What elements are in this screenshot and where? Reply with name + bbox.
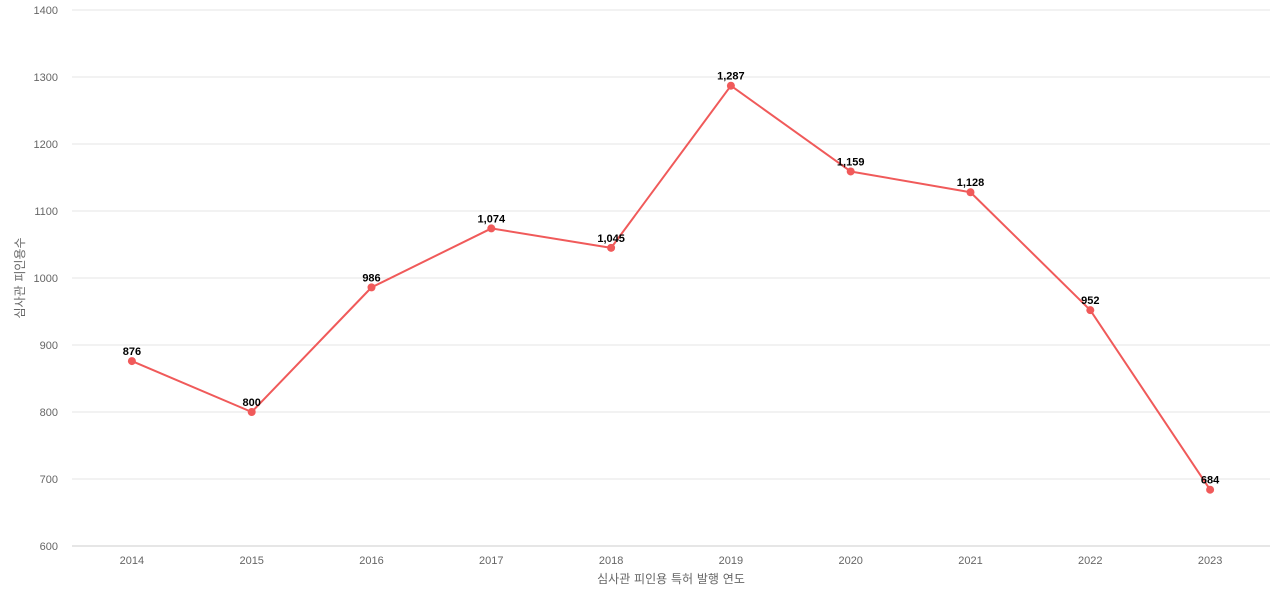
data-point[interactable] [726,81,735,90]
data-label: 1,074 [478,213,506,225]
x-tick-label: 2019 [719,555,743,567]
data-point[interactable] [1206,485,1215,494]
x-tick-label: 2021 [958,555,982,567]
data-label: 1,045 [597,233,625,245]
y-tick-label: 1300 [34,72,58,84]
y-tick-label: 900 [40,340,58,352]
x-tick-label: 2022 [1078,555,1102,567]
y-axis-title: 심사관 피인용수 [13,237,27,318]
gridlines [72,9,1270,547]
data-point[interactable] [846,167,855,176]
x-tick-label: 2014 [120,555,144,567]
data-point[interactable] [127,357,136,366]
y-tick-label: 1400 [34,5,58,17]
data-points [127,81,1215,494]
x-axis-title: 심사관 피인용 특허 발행 연도 [597,571,745,586]
data-label: 952 [1081,295,1099,307]
y-tick-label: 1100 [34,206,58,218]
data-point[interactable] [487,224,496,233]
series-line [131,84,1211,491]
data-label: 1,287 [717,71,745,83]
y-tick-label: 600 [40,541,58,553]
data-label: 1,128 [957,177,985,189]
x-tick-label: 2015 [239,555,263,567]
x-tick-label: 2023 [1198,555,1222,567]
x-tick-label: 2020 [838,555,862,567]
data-label: 876 [123,346,141,358]
data-point[interactable] [1086,306,1095,315]
data-labels: 876 800 986 1,074 1,045 1,287 1,159 1,128 952 684 [123,71,1220,487]
x-axis-ticks: 2014 2015 2016 2017 2018 2019 2020 2021 2022 2023 [120,555,1223,567]
data-label: 986 [362,272,380,284]
y-tick-label: 800 [40,407,58,419]
data-label: 800 [243,397,261,409]
data-label: 1,159 [837,156,865,168]
y-tick-label: 1200 [34,139,58,151]
data-point[interactable] [966,188,975,197]
x-tick-label: 2018 [599,555,623,567]
x-tick-label: 2016 [359,555,383,567]
data-label: 684 [1201,475,1220,487]
series-layer [131,84,1211,491]
data-point[interactable] [607,243,616,252]
y-tick-label: 700 [40,474,58,486]
x-tick-label: 2017 [479,555,503,567]
y-tick-label: 1000 [34,273,58,285]
data-point[interactable] [367,283,376,292]
data-point[interactable] [247,408,256,416]
y-axis-ticks: 600 700 800 900 1000 1100 1200 1300 1400 [34,5,58,553]
